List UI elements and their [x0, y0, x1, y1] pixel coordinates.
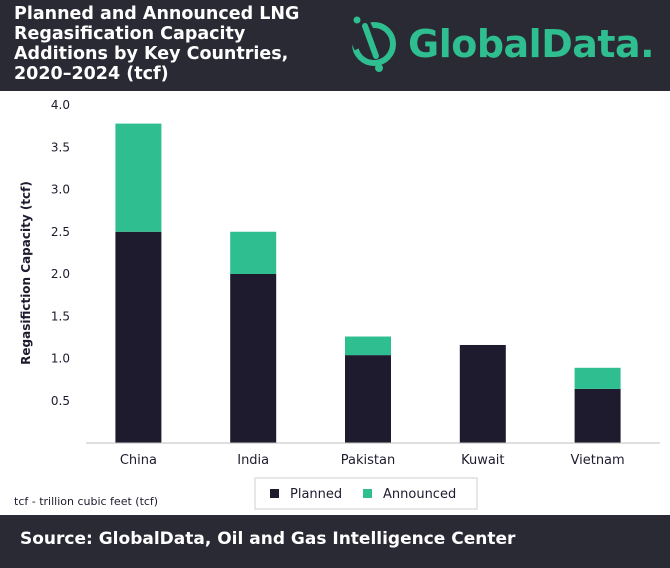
x-tick-label: China: [120, 453, 157, 468]
y-tick-label: 2.5: [51, 225, 70, 239]
chart-title: Planned and Announced LNG Regasification…: [14, 4, 344, 84]
title-line-4: 2020–2024 (tcf): [14, 64, 169, 84]
y-tick-label: 4.0: [51, 98, 70, 112]
y-tick-label: 0.5: [51, 394, 70, 408]
legend: Planned Announced: [254, 477, 478, 510]
title-line-1: Planned and Announced LNG: [14, 4, 300, 24]
bar-announced-pakistan: [345, 336, 391, 356]
bar-announced-vietnam: [574, 367, 621, 389]
y-tick-label: 2.0: [51, 267, 70, 281]
y-tick-label: 1.5: [51, 309, 70, 323]
bar-chart: 0.5 1.0 1.5 2.0 2.5 3.0 3.5 4.0 China India Pakis…: [14, 98, 660, 510]
y-axis-label: Regasifiction Capacity (tcf): [19, 181, 33, 365]
legend-swatch-planned: [270, 489, 279, 498]
bar-announced-india: [230, 231, 277, 274]
unit-note: tcf - trillion cubic feet (tcf): [14, 495, 158, 508]
chart-area: 0.5 1.0 1.5 2.0 2.5 3.0 3.5 4.0 China India Pakis…: [0, 91, 670, 515]
bar-planned-vietnam: [574, 388, 621, 443]
footer: Source: GlobalData, Oil and Gas Intellig…: [0, 515, 670, 568]
y-tick-label: 3.5: [51, 140, 70, 154]
source-text: Source: GlobalData, Oil and Gas Intellig…: [20, 529, 516, 549]
logo-text: GlobalData.: [408, 22, 655, 66]
title-line-2: Regasification Capacity: [14, 24, 246, 44]
legend-label-planned: Planned: [290, 487, 342, 502]
x-tick-label: Kuwait: [461, 453, 504, 468]
bar-planned-kuwait: [459, 344, 506, 443]
x-tick-label: Vietnam: [571, 453, 625, 468]
bar-planned-india: [230, 274, 277, 443]
header: Planned and Announced LNG Regasification…: [0, 0, 670, 91]
bar-planned-pakistan: [345, 355, 391, 443]
y-tick-label: 1.0: [51, 352, 70, 366]
globaldata-logo-icon: [348, 15, 396, 72]
globaldata-logo: GlobalData.: [348, 14, 663, 76]
y-tick-label: 3.0: [51, 183, 70, 197]
legend-label-announced: Announced: [383, 487, 456, 502]
title-line-3: Additions by Key Countries,: [14, 44, 289, 64]
x-tick-label: Pakistan: [341, 453, 395, 468]
x-tick-label: India: [237, 453, 269, 468]
bar-planned-china: [115, 231, 162, 443]
bar-announced-china: [115, 123, 162, 232]
legend-swatch-announced: [363, 489, 372, 498]
